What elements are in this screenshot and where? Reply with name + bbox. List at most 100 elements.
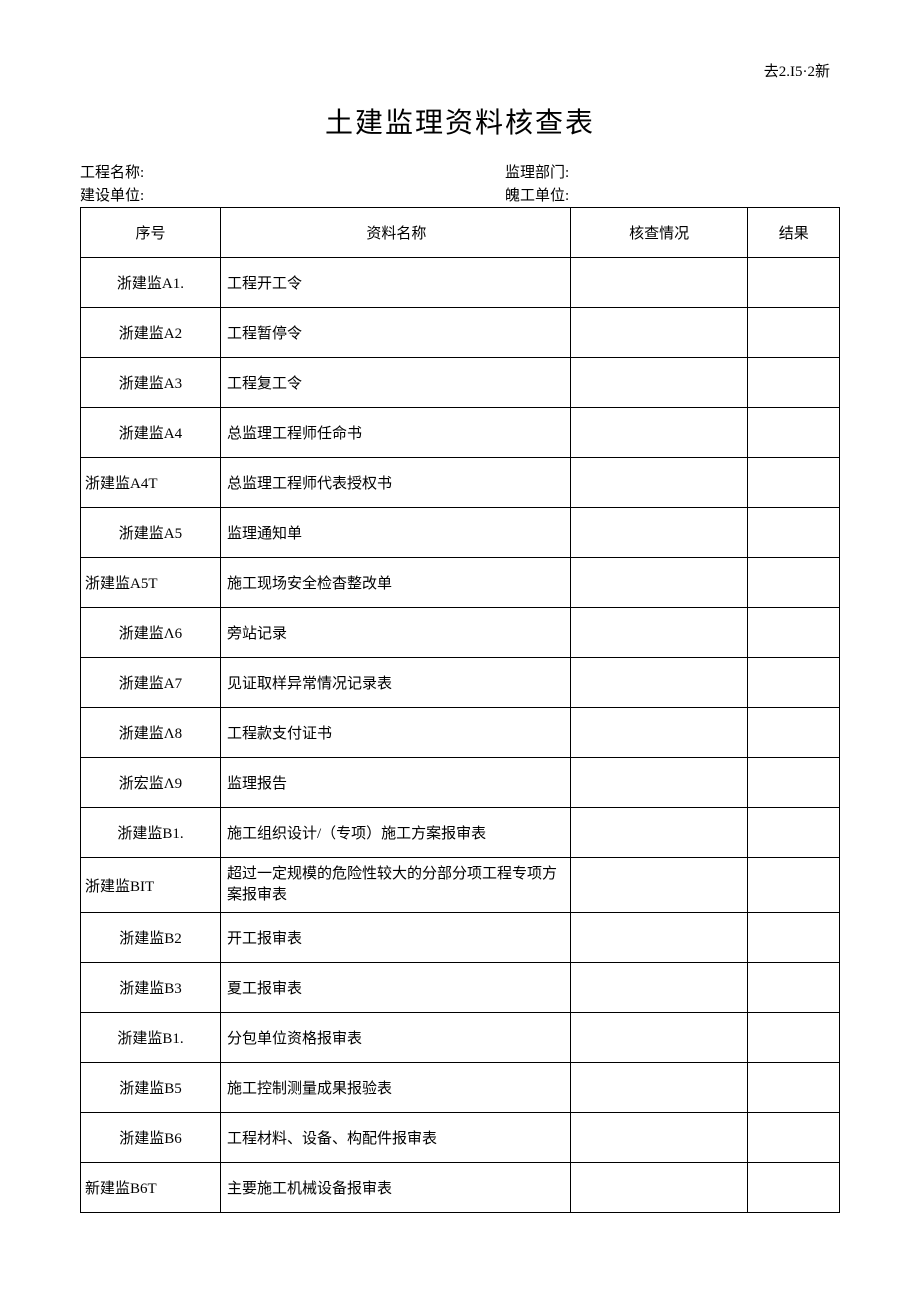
cell-seq: 浙建监B2 bbox=[81, 913, 221, 963]
cell-seq: 浙建监A5 bbox=[81, 508, 221, 558]
cell-seq: 新建监B6T bbox=[81, 1163, 221, 1213]
cell-check bbox=[570, 608, 748, 658]
cell-seq: 浙建监Λ8 bbox=[81, 708, 221, 758]
contractor-unit-label: 魄工单位: bbox=[415, 184, 840, 205]
cell-seq: 浙建监A2 bbox=[81, 308, 221, 358]
cell-check bbox=[570, 1063, 748, 1113]
cell-check bbox=[570, 358, 748, 408]
cell-seq: 浙建监A4T bbox=[81, 458, 221, 508]
cell-result bbox=[748, 258, 840, 308]
project-name-label: 工程名称: bbox=[80, 161, 415, 182]
cell-name: 主要施工机械设备报审表 bbox=[220, 1163, 570, 1213]
cell-name: 监理报告 bbox=[220, 758, 570, 808]
cell-name: 总监理工程师代表授权书 bbox=[220, 458, 570, 508]
cell-name: 工程款支付证书 bbox=[220, 708, 570, 758]
cell-name: 开工报审表 bbox=[220, 913, 570, 963]
cell-check bbox=[570, 913, 748, 963]
cell-result bbox=[748, 913, 840, 963]
meta-row-1: 工程名称: 监理部门: bbox=[80, 161, 840, 182]
cell-check bbox=[570, 258, 748, 308]
cell-check bbox=[570, 508, 748, 558]
cell-result bbox=[748, 308, 840, 358]
table-row: 浙建监A2工程暂停令 bbox=[81, 308, 840, 358]
cell-check bbox=[570, 658, 748, 708]
cell-name: 施工现场安全检杳整改单 bbox=[220, 558, 570, 608]
table-row: 浙建监A5监理通知单 bbox=[81, 508, 840, 558]
cell-seq: 浙建监BIT bbox=[81, 858, 221, 913]
table-row: 浙建监B1.分包单位资格报审表 bbox=[81, 1013, 840, 1063]
cell-seq: 浙建监B1. bbox=[81, 808, 221, 858]
cell-name: 总监理工程师任命书 bbox=[220, 408, 570, 458]
construction-unit-label: 建设单位: bbox=[80, 184, 415, 205]
cell-name: 监理通知单 bbox=[220, 508, 570, 558]
cell-name: 工程材料、设备、构配件报审表 bbox=[220, 1113, 570, 1163]
table-row: 浙建监A3工程复工令 bbox=[81, 358, 840, 408]
cell-name: 分包单位资格报审表 bbox=[220, 1013, 570, 1063]
cell-seq: 浙建监A5T bbox=[81, 558, 221, 608]
cell-check bbox=[570, 963, 748, 1013]
table-row: 浙建监A4T总监理工程师代表授权书 bbox=[81, 458, 840, 508]
cell-result bbox=[748, 658, 840, 708]
cell-seq: 浙建监B5 bbox=[81, 1063, 221, 1113]
cell-seq: 浙建监Λ6 bbox=[81, 608, 221, 658]
cell-result bbox=[748, 358, 840, 408]
cell-result bbox=[748, 808, 840, 858]
cell-result bbox=[748, 1113, 840, 1163]
cell-result bbox=[748, 408, 840, 458]
checklist-table: 序号 资料名称 核查情况 结果 浙建监A1.工程开工令浙建监A2工程暂停令浙建监… bbox=[80, 207, 840, 1213]
cell-seq: 浙建监A4 bbox=[81, 408, 221, 458]
cell-result bbox=[748, 1063, 840, 1113]
table-row: 浙建监Λ8工程款支付证书 bbox=[81, 708, 840, 758]
cell-check bbox=[570, 458, 748, 508]
cell-result bbox=[748, 858, 840, 913]
cell-name: 夏工报审表 bbox=[220, 963, 570, 1013]
cell-name: 旁站记录 bbox=[220, 608, 570, 658]
cell-result bbox=[748, 1013, 840, 1063]
cell-check bbox=[570, 1163, 748, 1213]
cell-check bbox=[570, 858, 748, 913]
cell-result bbox=[748, 758, 840, 808]
cell-name: 工程暂停令 bbox=[220, 308, 570, 358]
table-row: 浙建监A5T施工现场安全检杳整改单 bbox=[81, 558, 840, 608]
cell-check bbox=[570, 808, 748, 858]
cell-seq: 浙建监A1. bbox=[81, 258, 221, 308]
table-row: 浙建监Λ6旁站记录 bbox=[81, 608, 840, 658]
cell-seq: 浙宏监Λ9 bbox=[81, 758, 221, 808]
table-row: 浙建监B5施工控制测量成果报验表 bbox=[81, 1063, 840, 1113]
cell-check bbox=[570, 308, 748, 358]
doc-code: 去2.I5·2新 bbox=[80, 60, 840, 81]
cell-result bbox=[748, 558, 840, 608]
table-row: 浙宏监Λ9监理报告 bbox=[81, 758, 840, 808]
table-row: 浙建监A1.工程开工令 bbox=[81, 258, 840, 308]
cell-check bbox=[570, 558, 748, 608]
header-name: 资料名称 bbox=[220, 208, 570, 258]
meta-row-2: 建设单位: 魄工单位: bbox=[80, 184, 840, 205]
cell-name: 施工组织设计/（专项）施工方案报审表 bbox=[220, 808, 570, 858]
table-row: 浙建监A7见证取样异常情况记录表 bbox=[81, 658, 840, 708]
table-header-row: 序号 资料名称 核查情况 结果 bbox=[81, 208, 840, 258]
cell-result bbox=[748, 1163, 840, 1213]
cell-name: 超过一定规模的危险性较大的分部分项工程专项方案报审表 bbox=[220, 858, 570, 913]
cell-result bbox=[748, 608, 840, 658]
cell-result bbox=[748, 458, 840, 508]
cell-result bbox=[748, 508, 840, 558]
cell-check bbox=[570, 708, 748, 758]
cell-check bbox=[570, 1113, 748, 1163]
cell-check bbox=[570, 1013, 748, 1063]
table-row: 浙建监A4总监理工程师任命书 bbox=[81, 408, 840, 458]
cell-seq: 浙建监B6 bbox=[81, 1113, 221, 1163]
cell-name: 工程复工令 bbox=[220, 358, 570, 408]
cell-result bbox=[748, 963, 840, 1013]
cell-seq: 浙建监B3 bbox=[81, 963, 221, 1013]
cell-check bbox=[570, 408, 748, 458]
table-row: 浙建监B6工程材料、设备、构配件报审表 bbox=[81, 1113, 840, 1163]
table-row: 浙建监B1.施工组织设计/（专项）施工方案报审表 bbox=[81, 808, 840, 858]
table-row: 浙建监B2开工报审表 bbox=[81, 913, 840, 963]
cell-name: 工程开工令 bbox=[220, 258, 570, 308]
cell-result bbox=[748, 708, 840, 758]
header-check: 核查情况 bbox=[570, 208, 748, 258]
cell-name: 施工控制测量成果报验表 bbox=[220, 1063, 570, 1113]
cell-seq: 浙建监A3 bbox=[81, 358, 221, 408]
header-result: 结果 bbox=[748, 208, 840, 258]
cell-seq: 浙建监B1. bbox=[81, 1013, 221, 1063]
